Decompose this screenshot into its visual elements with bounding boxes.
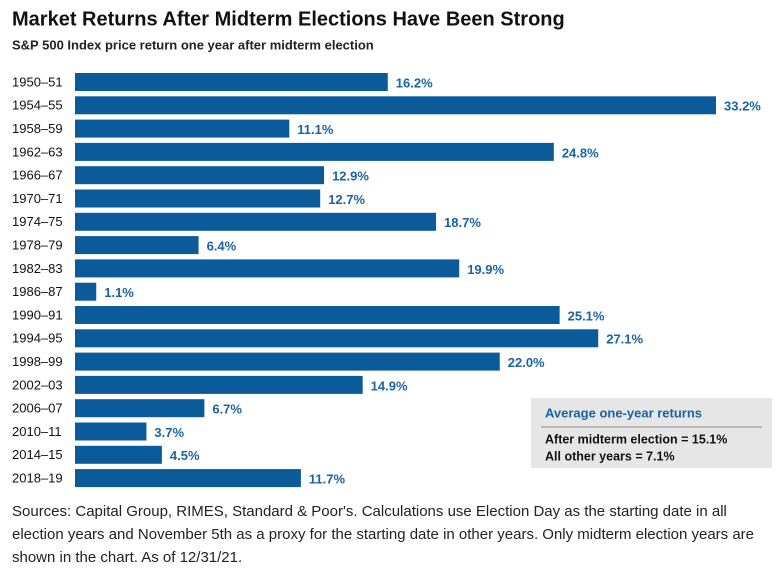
category-label: 2014–15 xyxy=(12,447,63,462)
category-label: 1978–79 xyxy=(12,238,63,253)
bar xyxy=(75,189,321,208)
value-label: 12.9% xyxy=(332,169,369,184)
chart-title: Market Returns After Midterm Elections H… xyxy=(12,8,565,30)
value-label: 4.5% xyxy=(170,448,200,463)
chart-subtitle: S&P 500 Index price return one year afte… xyxy=(12,37,374,52)
chart: Market Returns After Midterm Elections H… xyxy=(12,8,772,488)
category-label: 1974–75 xyxy=(12,214,63,229)
bar xyxy=(75,469,301,488)
bar xyxy=(75,306,560,324)
bar xyxy=(75,399,205,418)
category-label: 1982–83 xyxy=(12,261,63,276)
bar xyxy=(75,212,437,231)
bar xyxy=(75,329,599,348)
bar xyxy=(75,282,97,301)
annotation-line: After midterm election = 15.1% xyxy=(545,432,727,446)
value-label: 33.2% xyxy=(724,99,761,114)
bar xyxy=(75,259,460,278)
value-label: 27.1% xyxy=(606,332,643,347)
value-label: 25.1% xyxy=(568,308,605,323)
value-label: 16.2% xyxy=(396,75,433,90)
bar xyxy=(75,119,290,138)
bar xyxy=(75,73,388,91)
value-label: 22.0% xyxy=(508,355,545,370)
bar xyxy=(75,375,363,394)
bar xyxy=(75,236,199,255)
category-label: 1994–95 xyxy=(12,331,63,346)
annotation-box xyxy=(531,398,772,468)
category-label: 1950–51 xyxy=(12,74,63,89)
category-label: 2018–19 xyxy=(12,471,63,486)
value-label: 18.7% xyxy=(444,215,481,230)
category-label: 1962–63 xyxy=(12,144,63,159)
value-label: 24.8% xyxy=(562,145,599,160)
bar xyxy=(75,352,500,371)
bar xyxy=(75,445,162,464)
category-label: 1990–91 xyxy=(12,307,63,322)
category-label: 1970–71 xyxy=(12,191,63,206)
category-label: 1954–55 xyxy=(12,98,63,113)
annotation-line: All other years = 7.1% xyxy=(545,449,675,463)
category-label: 1958–59 xyxy=(12,121,63,136)
annotation-title: Average one-year returns xyxy=(545,405,702,420)
value-label: 14.9% xyxy=(371,378,408,393)
category-label: 2006–07 xyxy=(12,401,63,416)
category-label: 2002–03 xyxy=(12,377,63,392)
value-label: 11.7% xyxy=(309,472,346,487)
bar xyxy=(75,142,554,161)
value-label: 1.1% xyxy=(104,285,134,300)
category-label: 1998–99 xyxy=(12,354,63,369)
value-label: 6.7% xyxy=(212,402,242,417)
source-note: Sources: Capital Group, RIMES, Standard … xyxy=(12,503,755,566)
bar xyxy=(75,96,716,115)
value-label: 19.9% xyxy=(467,262,504,277)
bar xyxy=(75,166,325,185)
value-label: 11.1% xyxy=(297,122,334,137)
value-label: 12.7% xyxy=(328,192,365,207)
category-label: 2010–11 xyxy=(12,424,62,439)
bar xyxy=(75,422,147,441)
value-label: 3.7% xyxy=(154,425,184,440)
category-label: 1966–67 xyxy=(12,168,63,183)
category-label: 1986–87 xyxy=(12,284,63,299)
value-label: 6.4% xyxy=(207,239,237,254)
